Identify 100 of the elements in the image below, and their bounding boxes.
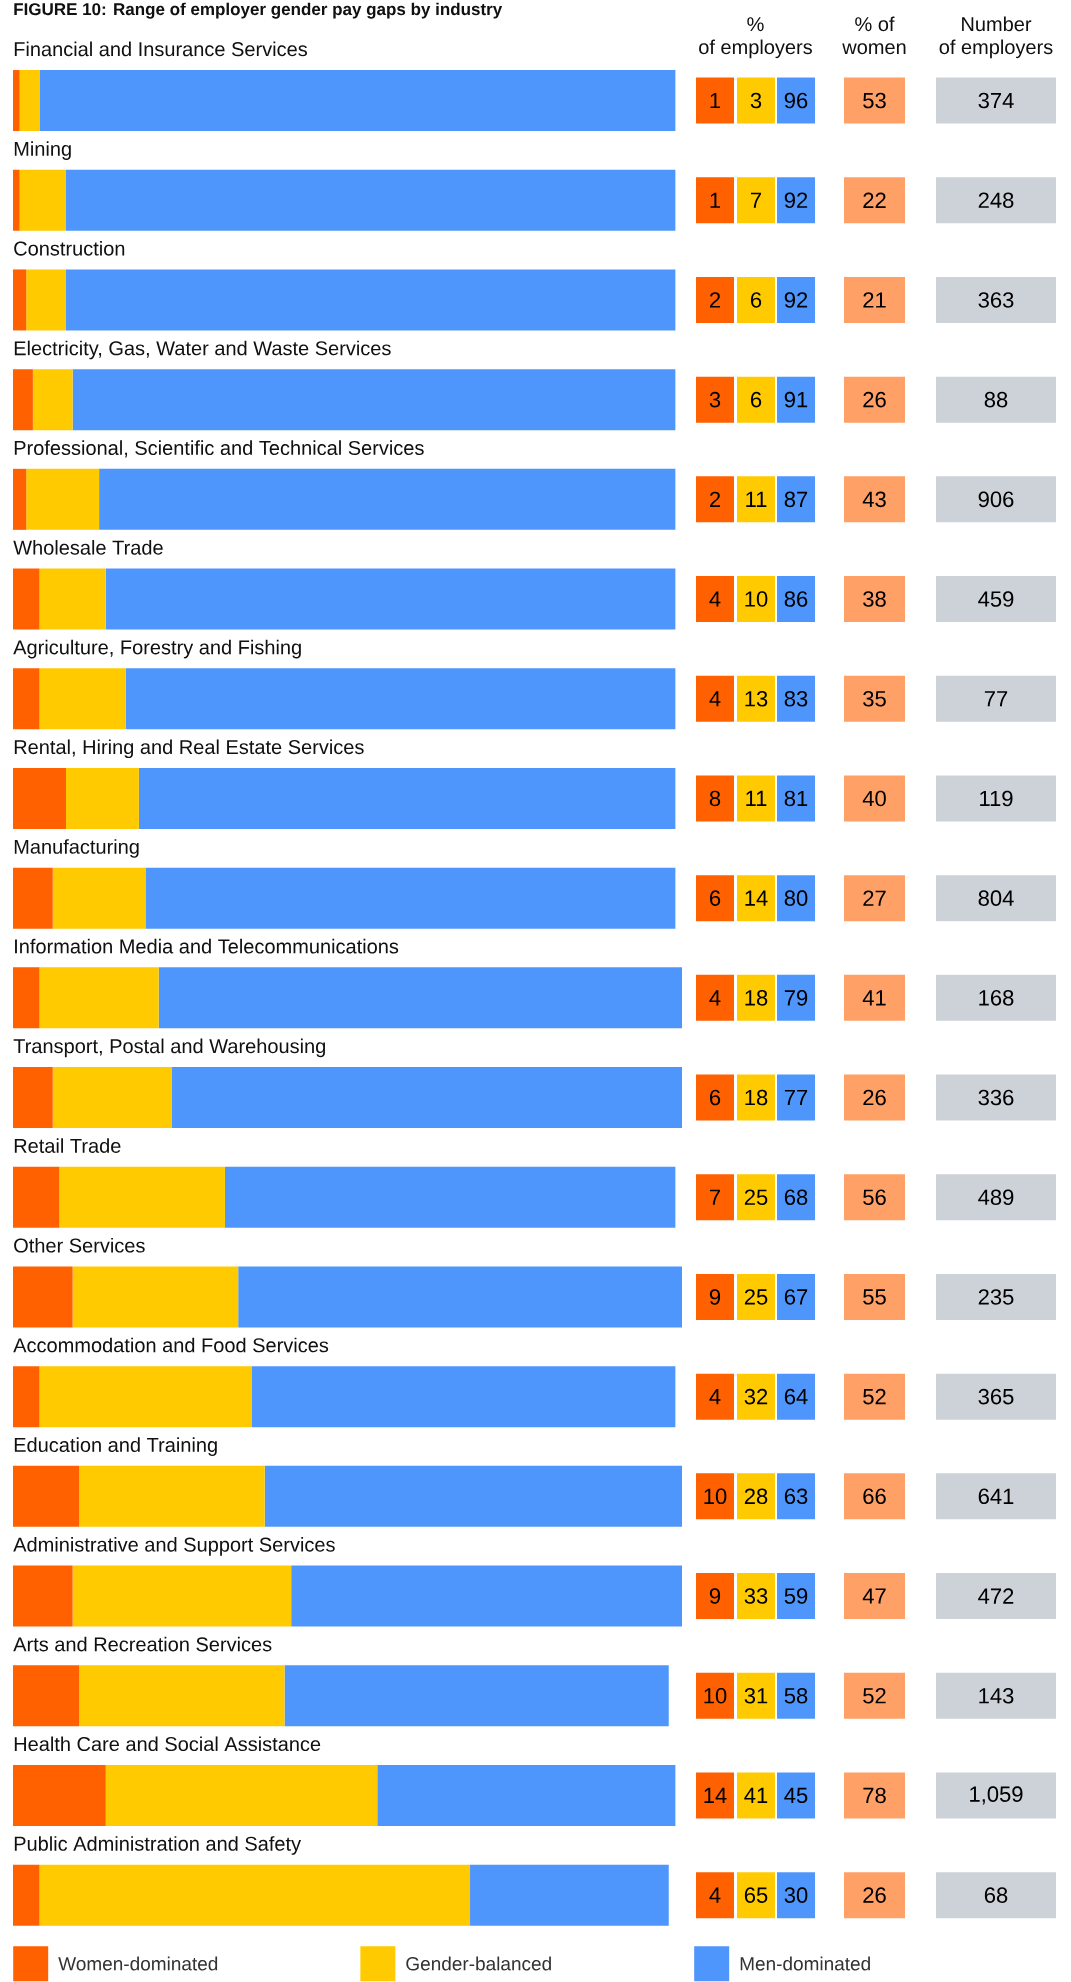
data-label: 7 xyxy=(751,192,762,208)
text: 26 xyxy=(863,1089,886,1106)
text: 489 xyxy=(978,1189,1014,1206)
text: 66 xyxy=(863,1488,886,1505)
text: 68 xyxy=(984,1887,1008,1903)
legend-label: Women-dominated xyxy=(58,1956,218,1971)
data-label: 32 xyxy=(744,1388,768,1405)
text: 55 xyxy=(863,1289,886,1305)
data-label: 9 xyxy=(709,1588,721,1604)
data-label: 10 xyxy=(704,1488,727,1505)
data-label: 45 xyxy=(784,1787,808,1804)
data-label: 6 xyxy=(709,1089,721,1106)
data-label: 6 xyxy=(709,890,721,906)
chart-title: FIGURE 10: Range of employer gender pay gaps by industry xyxy=(14,2,503,19)
data-label: 1 xyxy=(710,92,721,109)
text: 472 xyxy=(978,1588,1014,1604)
legend-label: Gender-balanced xyxy=(406,1956,551,1971)
text: 52 xyxy=(863,1388,886,1405)
data-label: 14 xyxy=(745,890,768,906)
data-label: 14 xyxy=(704,1787,727,1803)
text: 365 xyxy=(978,1388,1014,1405)
data-label: 96 xyxy=(784,92,808,109)
text: 41 xyxy=(862,990,886,1006)
text: 21 xyxy=(863,292,886,308)
data-label: 13 xyxy=(745,690,768,707)
data-label: 92 xyxy=(784,292,808,308)
data-label: 83 xyxy=(784,690,808,707)
text: Number of employers xyxy=(939,16,1053,59)
y-tick-label: Health Care and Social Assistance xyxy=(14,1736,321,1752)
data-label: 58 xyxy=(784,1687,808,1704)
data-label: 92 xyxy=(784,192,808,209)
text: 52 xyxy=(863,1687,886,1704)
y-tick-label: Other Services xyxy=(14,1237,145,1253)
data-label: 6 xyxy=(750,391,762,408)
data-label: 4 xyxy=(709,591,721,607)
data-label: 4 xyxy=(709,990,721,1006)
data-label: 25 xyxy=(744,1289,768,1305)
text: 27 xyxy=(863,890,886,906)
y-tick-label: Transport, Postal and Warehousing xyxy=(13,1038,326,1058)
text: 40 xyxy=(862,790,886,807)
y-tick-label: Electricity, Gas, Water and Waste Services xyxy=(14,340,391,360)
data-label: 81 xyxy=(784,790,808,807)
legend-label: Men-dominated xyxy=(740,1956,870,1971)
text: 119 xyxy=(980,790,1013,807)
text: 459 xyxy=(978,591,1014,607)
data-label: 3 xyxy=(709,391,721,408)
y-tick-label: Accommodation and Food Services xyxy=(13,1337,329,1353)
text: % of women xyxy=(842,16,906,55)
y-tick-label: Agriculture, Forestry and Fishing xyxy=(13,639,301,659)
data-label: 31 xyxy=(744,1687,768,1704)
data-label: 8 xyxy=(709,790,721,807)
data-label: 4 xyxy=(709,1887,721,1903)
y-tick-label: Mining xyxy=(14,141,71,160)
data-label: 28 xyxy=(744,1488,768,1505)
data-label: 80 xyxy=(784,890,808,906)
text: 248 xyxy=(978,192,1014,209)
data-label: 64 xyxy=(784,1388,808,1405)
text: 363 xyxy=(978,292,1014,308)
data-label: 67 xyxy=(784,1289,808,1305)
data-label: 59 xyxy=(784,1588,808,1604)
text: 47 xyxy=(862,1588,886,1604)
data-label: 65 xyxy=(744,1887,768,1903)
data-label: 68 xyxy=(784,1189,808,1206)
text: 1,059 xyxy=(970,1786,1023,1805)
text: 38 xyxy=(863,591,886,607)
data-label: 30 xyxy=(784,1887,808,1903)
text: 77 xyxy=(984,691,1008,707)
y-tick-label: Arts and Recreation Services xyxy=(13,1636,272,1652)
y-tick-label: Information Media and Telecommunications xyxy=(15,938,399,954)
text: 22 xyxy=(863,192,886,208)
text: 88 xyxy=(984,391,1008,408)
text: 78 xyxy=(863,1787,886,1804)
y-tick-label: Manufacturing xyxy=(14,839,139,858)
data-label: 4 xyxy=(709,691,721,707)
y-tick-label: Financial and Insurance Services xyxy=(14,41,307,57)
data-label: 79 xyxy=(784,990,808,1006)
data-label: 11 xyxy=(746,491,767,507)
data-label: 87 xyxy=(784,491,808,508)
data-label: 63 xyxy=(784,1488,808,1505)
text: 804 xyxy=(978,890,1014,906)
data-label: 10 xyxy=(704,1687,727,1704)
data-label: 6 xyxy=(750,292,762,308)
text: 143 xyxy=(979,1687,1014,1704)
data-label: 3 xyxy=(750,92,762,109)
text: 26 xyxy=(863,1887,886,1903)
data-label: 18 xyxy=(745,990,768,1006)
text: 641 xyxy=(978,1488,1014,1505)
data-label: 25 xyxy=(744,1189,768,1206)
data-label: 10 xyxy=(745,591,768,607)
text: 906 xyxy=(978,491,1014,508)
data-label: 91 xyxy=(784,391,808,408)
text: 35 xyxy=(863,690,886,707)
data-label: 11 xyxy=(746,790,767,806)
text: 53 xyxy=(863,92,886,109)
y-tick-label: Public Administration and Safety xyxy=(14,1836,302,1855)
data-label: 41 xyxy=(744,1787,768,1803)
data-label: 18 xyxy=(745,1089,768,1106)
data-label: 33 xyxy=(744,1588,768,1604)
text: % of employers xyxy=(699,17,812,59)
text: 168 xyxy=(979,990,1014,1006)
